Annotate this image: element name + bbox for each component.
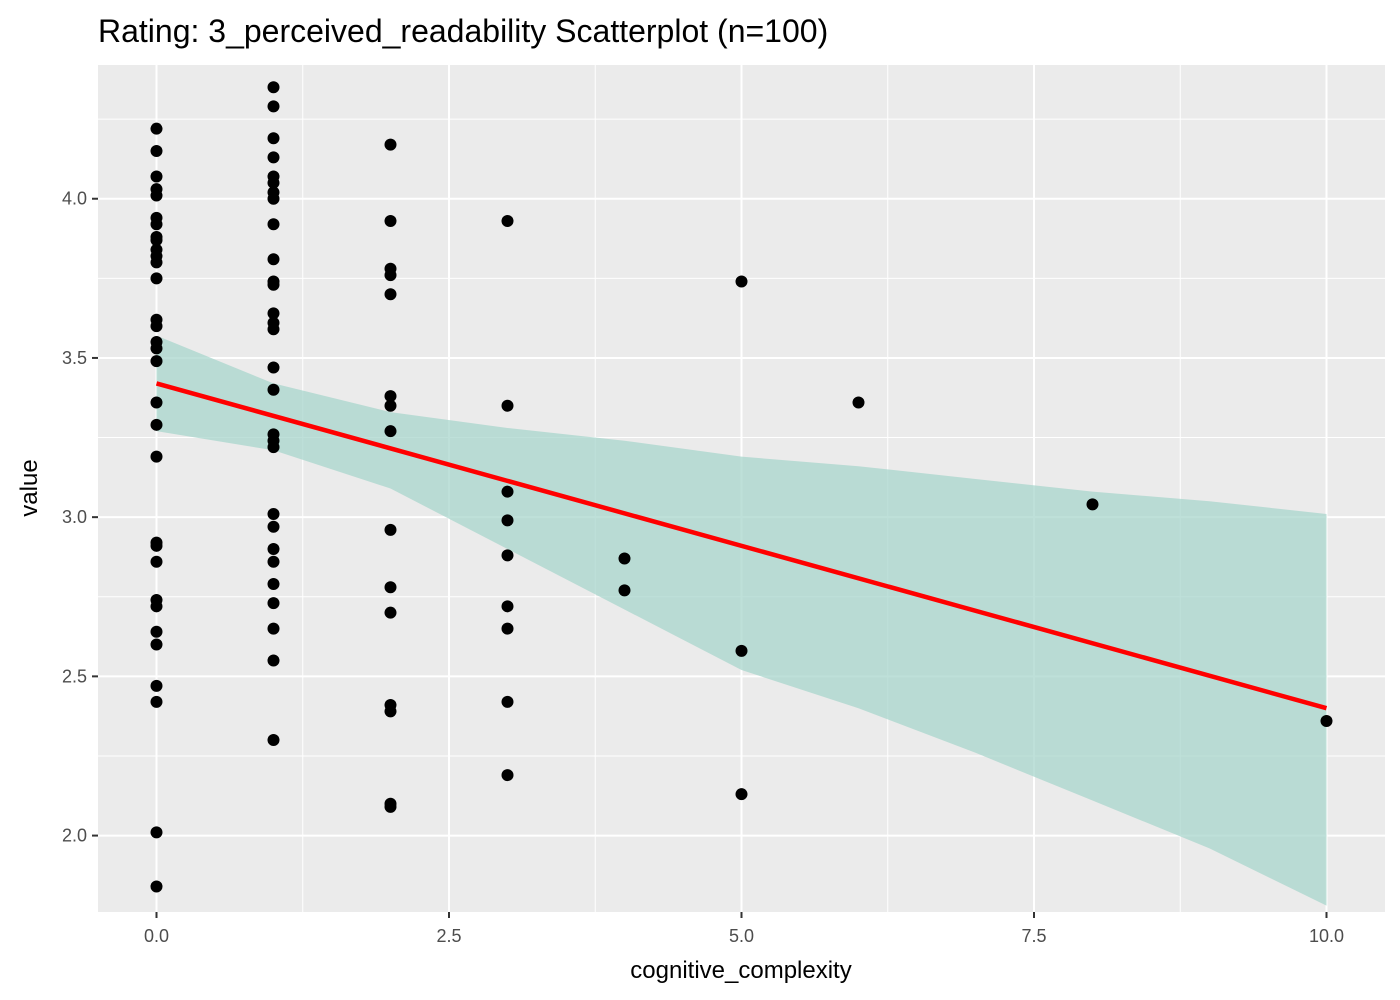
data-point xyxy=(501,485,514,498)
data-point xyxy=(384,425,397,438)
data-point xyxy=(150,189,163,202)
data-point xyxy=(150,826,163,839)
data-point xyxy=(1320,714,1333,727)
data-point xyxy=(267,278,280,291)
data-point xyxy=(150,880,163,893)
data-point xyxy=(384,138,397,151)
data-point xyxy=(267,361,280,374)
y-axis-title: value xyxy=(16,459,43,516)
y-tick-label: 2.5 xyxy=(62,666,87,686)
data-point xyxy=(735,275,748,288)
data-point xyxy=(150,122,163,135)
data-point xyxy=(852,396,865,409)
data-point xyxy=(267,132,280,145)
x-tick-label: 5.0 xyxy=(729,926,754,946)
data-point xyxy=(150,170,163,183)
data-point xyxy=(501,769,514,782)
data-point xyxy=(735,644,748,657)
data-point xyxy=(267,543,280,555)
x-tick-label: 0.0 xyxy=(144,926,169,946)
regression-line-layer xyxy=(155,381,1328,711)
data-point xyxy=(384,800,397,813)
data-point xyxy=(150,396,163,409)
data-point xyxy=(267,555,280,568)
data-point xyxy=(267,192,280,205)
data-point xyxy=(501,399,514,412)
data-point xyxy=(150,638,163,651)
data-point xyxy=(267,100,280,113)
data-point xyxy=(150,144,163,157)
data-point xyxy=(501,695,514,708)
data-point xyxy=(384,288,397,301)
data-point xyxy=(384,523,397,536)
data-point xyxy=(267,323,280,336)
data-point xyxy=(501,549,514,562)
data-point xyxy=(618,552,631,565)
y-tick-label: 4.0 xyxy=(62,189,87,209)
data-point xyxy=(267,597,280,610)
data-point xyxy=(150,418,163,431)
data-point xyxy=(618,584,631,597)
data-point xyxy=(150,600,163,613)
data-point xyxy=(150,342,163,355)
data-point xyxy=(150,355,163,368)
data-point xyxy=(150,272,163,285)
y-tick-label: 3.0 xyxy=(62,507,87,527)
y-tick-label: 2.0 xyxy=(62,826,87,846)
data-point xyxy=(150,450,163,463)
data-point xyxy=(150,539,163,552)
data-point xyxy=(267,654,280,667)
data-point xyxy=(267,253,280,266)
data-point xyxy=(384,390,397,403)
data-point xyxy=(267,441,280,454)
x-axis: 0.0 2.5 5.0 7.5 10.0 xyxy=(144,912,1344,946)
x-tick-label: 7.5 xyxy=(1021,926,1046,946)
chart-title: Rating: 3_perceived_readability Scatterp… xyxy=(98,13,828,49)
data-point xyxy=(384,581,397,594)
data-point xyxy=(501,622,514,635)
data-point xyxy=(267,578,280,591)
data-point xyxy=(150,695,163,708)
data-point xyxy=(384,399,397,412)
data-point xyxy=(735,788,748,801)
data-point xyxy=(267,218,280,231)
data-point xyxy=(150,256,163,269)
data-point xyxy=(501,600,514,613)
data-point xyxy=(267,507,280,520)
data-point xyxy=(267,622,280,635)
data-point xyxy=(150,555,163,568)
data-point xyxy=(384,269,397,282)
data-point xyxy=(150,218,163,231)
data-point xyxy=(150,234,163,247)
data-point xyxy=(384,215,397,228)
data-point xyxy=(1086,498,1099,511)
data-point xyxy=(501,215,514,228)
y-axis: 2.0 2.5 3.0 3.5 4.0 xyxy=(62,189,98,846)
data-point xyxy=(150,679,163,692)
data-point xyxy=(267,383,280,396)
x-axis-title: cognitive_complexity xyxy=(630,957,851,984)
data-point xyxy=(267,520,280,533)
x-tick-label: 10.0 xyxy=(1309,926,1344,946)
data-point xyxy=(150,320,163,333)
data-point xyxy=(267,176,280,189)
data-point xyxy=(267,81,280,94)
x-tick-label: 2.5 xyxy=(436,926,461,946)
data-point xyxy=(384,606,397,619)
data-point xyxy=(267,307,280,320)
data-point xyxy=(501,514,514,527)
data-point xyxy=(267,734,280,747)
data-point xyxy=(384,705,397,718)
data-point xyxy=(267,151,280,164)
y-tick-label: 3.5 xyxy=(62,348,87,368)
confidence-band-layer xyxy=(156,335,1327,906)
regression-line xyxy=(155,381,1328,711)
confidence-band xyxy=(156,335,1327,906)
data-points xyxy=(150,81,1333,893)
data-point xyxy=(150,625,163,638)
